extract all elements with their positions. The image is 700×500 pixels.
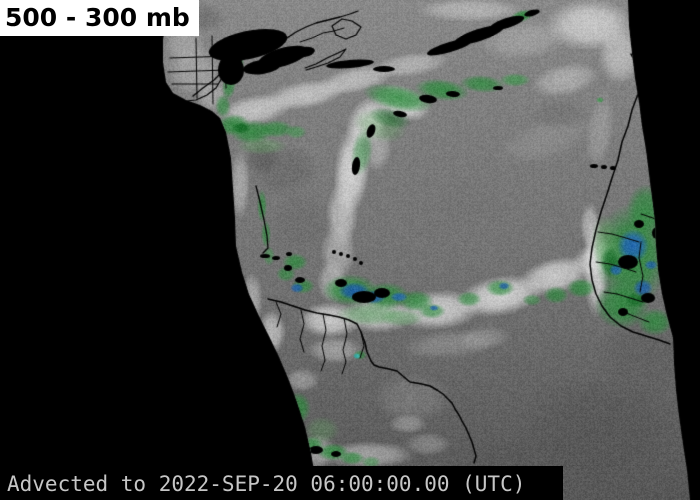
pressure-layer-label: 500 - 300 mb (0, 0, 199, 36)
pressure-layer-text: 500 - 300 mb (5, 3, 190, 32)
timestamp-text: Advected to 2022-SEP-20 06:00:00.00 (UTC… (7, 472, 526, 496)
timestamp-bar: Advected to 2022-SEP-20 06:00:00.00 (UTC… (0, 466, 563, 500)
